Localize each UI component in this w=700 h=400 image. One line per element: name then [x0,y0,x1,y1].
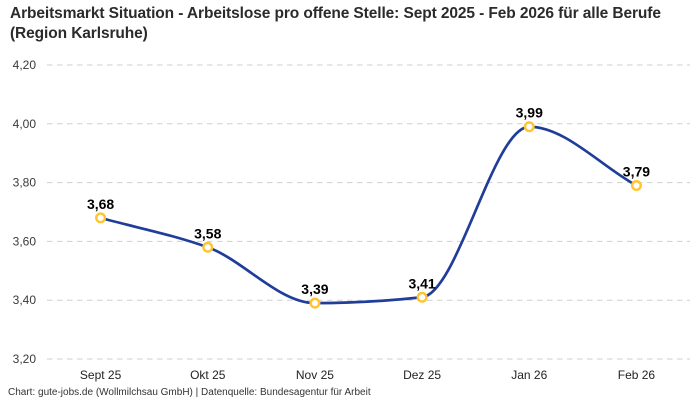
data-point-marker[interactable] [95,212,107,224]
data-point-label: 3,39 [301,281,328,297]
data-point-marker[interactable] [416,291,428,303]
y-axis-tick-label: 4,20 [13,58,37,72]
data-point-label: 3,58 [194,225,221,241]
data-point-label: 3,41 [408,275,435,291]
series-line [99,125,638,305]
y-axis-tick-label: 4,00 [13,117,37,131]
data-point-label: 3,79 [623,164,650,180]
y-axis-tick-label: 3,40 [13,293,37,307]
y-axis-tick-label: 3,80 [13,176,37,190]
x-axis-label: Feb 26 [618,368,656,382]
y-axis-tick-label: 3,60 [13,234,37,248]
x-axis-label: Nov 25 [296,368,334,382]
y-axis-tick-label: 3,20 [13,352,37,366]
data-point-label: 3,99 [516,105,543,121]
x-axis-label: Okt 25 [190,368,226,382]
data-point-marker[interactable] [202,241,214,253]
x-axis-label: Dez 25 [403,368,441,382]
data-point-marker[interactable] [630,180,642,192]
x-axis-label: Jan 26 [511,368,547,382]
chart-credit: Chart: gute-jobs.de (Wollmilchsau GmbH) … [8,387,371,398]
x-axis-label: Sept 25 [80,368,122,382]
data-point-marker[interactable] [309,297,321,309]
data-point-label: 3,68 [87,196,114,212]
data-point-marker[interactable] [523,121,535,133]
chart-title: Arbeitsmarkt Situation - Arbeitslose pro… [10,5,661,42]
